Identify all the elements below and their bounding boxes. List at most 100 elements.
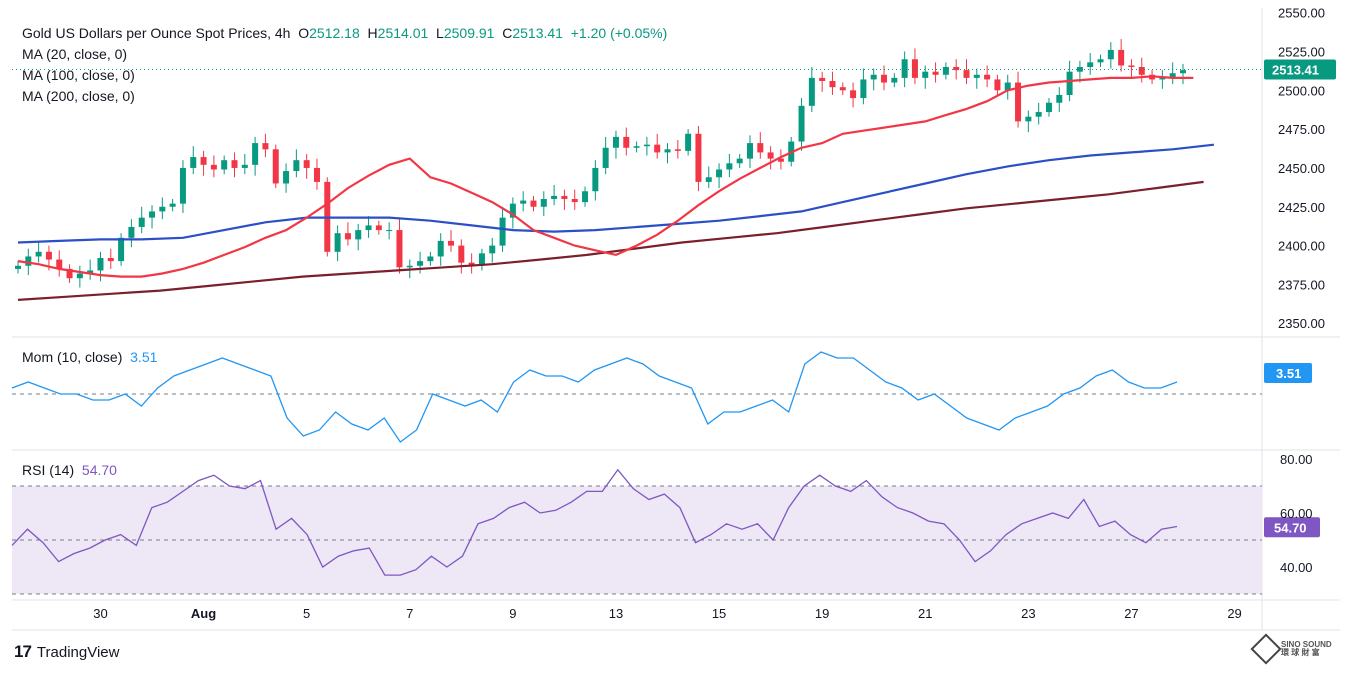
candle-body xyxy=(582,191,589,203)
candle-body xyxy=(901,59,908,78)
candle-body xyxy=(602,147,609,168)
watermark: SINO SOUND 環 球 財 富 xyxy=(1250,633,1332,665)
high-label: H xyxy=(367,25,378,41)
candle-body xyxy=(437,240,444,257)
candle-body xyxy=(664,149,671,153)
candle-body xyxy=(427,256,434,262)
x-tick-label: 13 xyxy=(609,606,623,621)
candle-body xyxy=(87,270,94,274)
candle-body xyxy=(478,253,485,266)
candle-body xyxy=(252,143,259,165)
candle-body xyxy=(25,256,32,266)
candle-body xyxy=(159,206,166,212)
candle-body xyxy=(417,261,424,266)
open-value: 2512.18 xyxy=(309,25,360,41)
mom-value-tag xyxy=(1264,362,1312,383)
candle-body xyxy=(551,195,558,200)
candle-body xyxy=(623,136,630,148)
mom-legend-value: 3.51 xyxy=(130,349,158,365)
candle-body xyxy=(283,171,290,184)
candle-body xyxy=(107,258,114,262)
candle-body xyxy=(45,251,52,260)
candle-body xyxy=(736,158,743,164)
candlestick-series xyxy=(15,39,1186,288)
candle-body xyxy=(15,265,21,269)
candle-body xyxy=(1138,67,1145,75)
candle-body xyxy=(819,77,826,81)
x-tick-label: 27 xyxy=(1124,606,1138,621)
candle-body xyxy=(56,259,63,269)
mom-label: Mom (10, close) xyxy=(22,349,123,365)
ma200-line xyxy=(17,180,1204,301)
rsi-tick-label: 80.00 xyxy=(1280,452,1313,467)
price-tick-label: 2525.00 xyxy=(1278,44,1325,59)
price-tick-label: 2475.00 xyxy=(1278,122,1325,137)
candle-body xyxy=(705,177,712,182)
tradingview-logo[interactable]: 17 TradingView xyxy=(14,642,119,662)
candle-body xyxy=(200,157,207,165)
candle-body xyxy=(499,217,506,246)
symbol-title: Gold US Dollars per Ounce Spot Prices, 4… xyxy=(22,25,291,41)
candle-body xyxy=(293,160,300,172)
rsi-legend-value: 54.70 xyxy=(81,462,117,478)
rsi-value-label: 54.70 xyxy=(1274,520,1307,535)
x-tick-label: 23 xyxy=(1021,606,1035,621)
candle-body xyxy=(344,233,351,240)
rsi-tick-label: 40.00 xyxy=(1280,560,1313,575)
candle-body xyxy=(881,74,888,83)
candle-body xyxy=(746,143,753,159)
last-price-label: 2513.41 xyxy=(1272,62,1319,77)
candle-body xyxy=(1169,73,1176,78)
candle-body xyxy=(1025,116,1032,122)
x-tick-label: 29 xyxy=(1227,606,1241,621)
candle-body xyxy=(396,230,403,268)
mom-legend[interactable]: Mom (10, close) 3.51 xyxy=(22,349,157,365)
candle-body xyxy=(757,143,764,153)
candle-body xyxy=(1015,82,1022,122)
candle-body xyxy=(128,226,135,238)
candle-body xyxy=(674,149,681,151)
moving-averages xyxy=(17,75,1215,301)
watermark-diamond-icon xyxy=(1250,633,1282,665)
rsi-line xyxy=(11,468,1178,576)
ma200-legend[interactable]: MA (200, close, 0) xyxy=(22,88,135,104)
candle-body xyxy=(798,105,805,142)
candle-body xyxy=(448,240,455,246)
candle-body xyxy=(1159,77,1166,80)
ma100-legend[interactable]: MA (100, close, 0) xyxy=(22,67,135,83)
candle-body xyxy=(808,77,815,106)
candle-body xyxy=(489,245,496,254)
candle-body xyxy=(973,74,980,78)
candle-body xyxy=(190,157,197,168)
candle-body xyxy=(149,211,156,218)
low-value: 2509.91 xyxy=(443,25,495,41)
candle-body xyxy=(520,200,527,204)
candle-body xyxy=(1076,67,1083,72)
close-label: C xyxy=(502,25,513,41)
ma20-legend[interactable]: MA (20, close, 0) xyxy=(22,46,128,62)
candle-body xyxy=(334,233,341,252)
candle-body xyxy=(1056,94,1063,103)
candle-body xyxy=(767,152,774,159)
candle-body xyxy=(231,160,238,168)
candle-body xyxy=(716,169,723,178)
ma20-line xyxy=(17,75,1194,278)
candle-body xyxy=(571,199,578,203)
price-tick-label: 2500.00 xyxy=(1278,83,1325,98)
chart-legend-symbol: Gold US Dollars per Ounce Spot Prices, 4… xyxy=(22,25,667,41)
price-tick-label: 2400.00 xyxy=(1278,239,1325,254)
candle-body xyxy=(685,133,692,151)
rsi-legend[interactable]: RSI (14) 54.70 xyxy=(22,462,117,478)
candle-body xyxy=(66,268,73,279)
candle-body xyxy=(179,167,186,204)
candle-body xyxy=(654,144,661,153)
candle-body xyxy=(365,225,372,231)
price-tick-label: 2550.00 xyxy=(1278,6,1325,21)
candle-body xyxy=(1180,70,1186,74)
candle-body xyxy=(1128,65,1135,68)
price-tick-label: 2450.00 xyxy=(1278,161,1325,176)
candle-body xyxy=(221,160,228,170)
candle-body xyxy=(530,200,537,207)
candle-body xyxy=(633,146,640,148)
